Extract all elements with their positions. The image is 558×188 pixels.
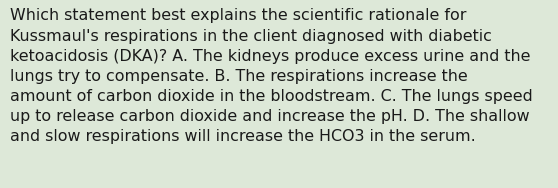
Text: Which statement best explains the scientific rationale for
Kussmaul's respiratio: Which statement best explains the scient… [10, 8, 533, 144]
